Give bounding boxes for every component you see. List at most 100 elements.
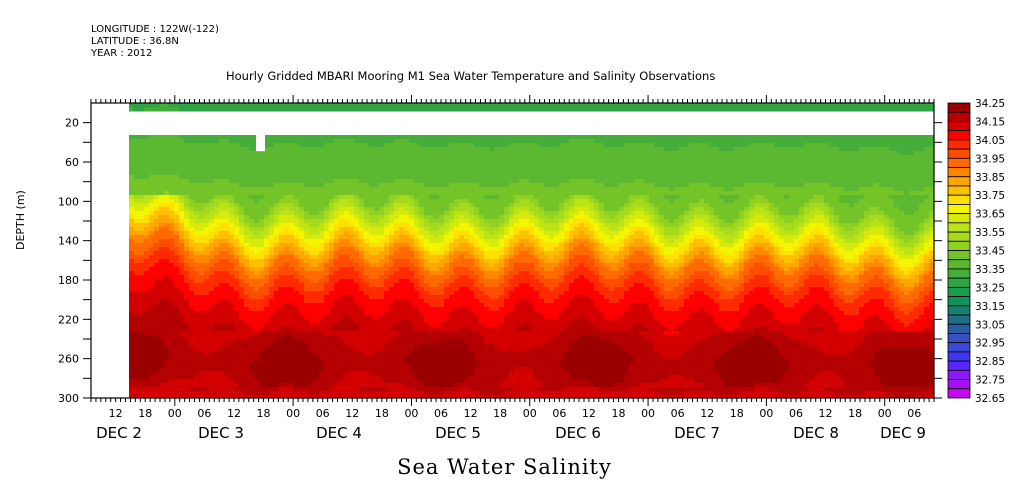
salinity-cell bbox=[359, 359, 365, 364]
salinity-cell bbox=[374, 283, 380, 288]
salinity-cell bbox=[129, 179, 135, 184]
salinity-cell bbox=[184, 315, 190, 320]
salinity-cell bbox=[484, 175, 490, 180]
salinity-cell bbox=[349, 199, 355, 204]
salinity-cell bbox=[304, 311, 310, 316]
salinity-cell bbox=[224, 195, 230, 200]
salinity-cell bbox=[139, 107, 145, 112]
salinity-cell bbox=[434, 179, 440, 184]
salinity-cell bbox=[369, 295, 375, 300]
salinity-cell bbox=[389, 371, 395, 376]
salinity-cell bbox=[479, 203, 485, 208]
salinity-cell bbox=[359, 211, 365, 216]
salinity-cell bbox=[389, 143, 395, 148]
salinity-cell bbox=[464, 199, 470, 204]
salinity-cell bbox=[169, 267, 175, 272]
salinity-cell bbox=[309, 139, 315, 144]
salinity-cell bbox=[194, 187, 200, 192]
salinity-cell bbox=[439, 203, 445, 208]
salinity-cell bbox=[364, 383, 370, 388]
salinity-cell bbox=[239, 235, 245, 240]
salinity-cell bbox=[414, 215, 420, 220]
salinity-cell bbox=[324, 339, 330, 344]
salinity-cell bbox=[139, 291, 145, 296]
salinity-cell bbox=[389, 155, 395, 160]
salinity-cell bbox=[359, 191, 365, 196]
salinity-cell bbox=[479, 299, 485, 304]
salinity-cell bbox=[379, 363, 385, 368]
salinity-cell bbox=[449, 187, 455, 192]
salinity-cell bbox=[214, 139, 220, 144]
salinity-cell bbox=[414, 211, 420, 216]
salinity-cell bbox=[274, 255, 280, 260]
salinity-cell bbox=[489, 195, 495, 200]
salinity-cell bbox=[214, 163, 220, 168]
salinity-cell bbox=[329, 371, 335, 376]
salinity-cell bbox=[199, 327, 205, 332]
salinity-cell bbox=[399, 255, 405, 260]
salinity-cell bbox=[354, 339, 360, 344]
salinity-cell bbox=[369, 359, 375, 364]
salinity-cell bbox=[439, 331, 445, 336]
salinity-cell bbox=[439, 227, 445, 232]
salinity-cell bbox=[444, 355, 450, 360]
salinity-cell bbox=[314, 343, 320, 348]
salinity-cell bbox=[469, 183, 475, 188]
salinity-cell bbox=[374, 195, 380, 200]
salinity-cell bbox=[169, 331, 175, 336]
salinity-cell bbox=[239, 335, 245, 340]
salinity-cell bbox=[449, 283, 455, 288]
salinity-cell bbox=[234, 299, 240, 304]
salinity-cell bbox=[454, 371, 460, 376]
salinity-cell bbox=[144, 255, 150, 260]
salinity-cell bbox=[389, 363, 395, 368]
salinity-cell bbox=[419, 203, 425, 208]
salinity-cell bbox=[489, 243, 495, 248]
salinity-cell bbox=[404, 259, 410, 264]
salinity-cell bbox=[384, 363, 390, 368]
salinity-cell bbox=[404, 319, 410, 324]
salinity-cell bbox=[174, 207, 180, 212]
salinity-cell bbox=[314, 383, 320, 388]
salinity-cell bbox=[474, 391, 480, 396]
salinity-cell bbox=[484, 235, 490, 240]
salinity-cell bbox=[444, 219, 450, 224]
salinity-cell bbox=[289, 155, 295, 160]
salinity-cell bbox=[184, 251, 190, 256]
salinity-cell bbox=[379, 267, 385, 272]
salinity-cell bbox=[149, 187, 155, 192]
salinity-cell bbox=[314, 195, 320, 200]
salinity-cell bbox=[424, 307, 430, 312]
salinity-cell bbox=[469, 287, 475, 292]
salinity-cell bbox=[229, 243, 235, 248]
salinity-cell bbox=[139, 315, 145, 320]
salinity-cell bbox=[384, 159, 390, 164]
salinity-cell bbox=[234, 355, 240, 360]
salinity-cell bbox=[284, 323, 290, 328]
salinity-cell bbox=[179, 215, 185, 220]
salinity-cell bbox=[369, 147, 375, 152]
salinity-cell bbox=[419, 215, 425, 220]
salinity-cell bbox=[289, 343, 295, 348]
salinity-cell bbox=[204, 387, 210, 392]
salinity-cell bbox=[284, 255, 290, 260]
salinity-cell bbox=[229, 255, 235, 260]
salinity-cell bbox=[224, 247, 230, 252]
salinity-cell bbox=[409, 215, 415, 220]
salinity-cell bbox=[264, 259, 270, 264]
salinity-cell bbox=[359, 383, 365, 388]
salinity-cell bbox=[454, 207, 460, 212]
salinity-cell bbox=[434, 347, 440, 352]
salinity-cell bbox=[139, 187, 145, 192]
salinity-cell bbox=[189, 355, 195, 360]
salinity-cell bbox=[179, 287, 185, 292]
salinity-cell bbox=[424, 171, 430, 176]
salinity-cell bbox=[374, 311, 380, 316]
salinity-cell bbox=[364, 287, 370, 292]
salinity-cell bbox=[414, 259, 420, 264]
salinity-cell bbox=[269, 243, 275, 248]
salinity-cell bbox=[449, 247, 455, 252]
salinity-cell bbox=[204, 147, 210, 152]
salinity-cell bbox=[384, 367, 390, 372]
salinity-cell bbox=[409, 247, 415, 252]
